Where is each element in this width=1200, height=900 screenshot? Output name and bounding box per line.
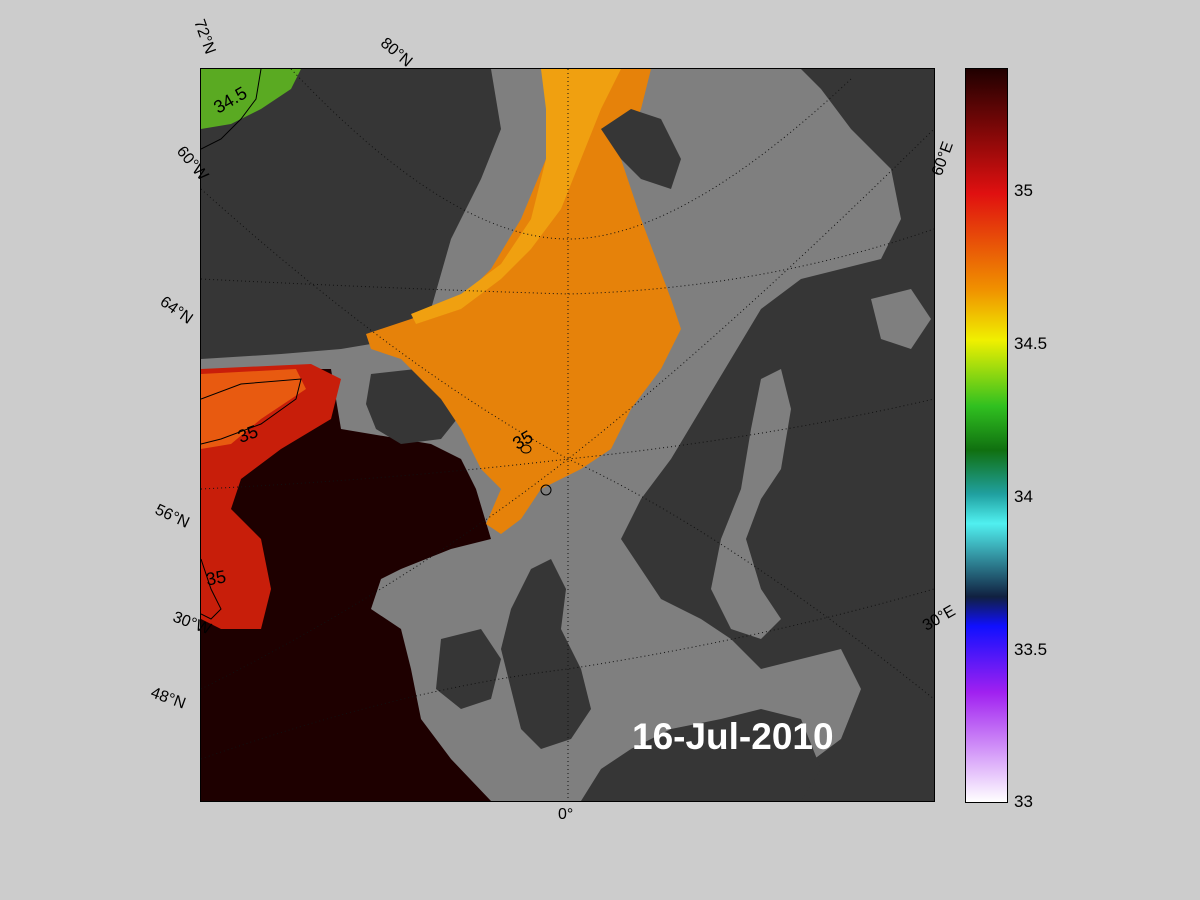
polar-water-region bbox=[201, 69, 301, 129]
contours bbox=[201, 69, 552, 620]
lat-label-48n: 48°N bbox=[148, 684, 188, 713]
baltic-sea bbox=[711, 369, 791, 639]
colorbar bbox=[965, 68, 1008, 803]
greenland-land bbox=[201, 69, 501, 359]
graticule bbox=[201, 69, 934, 801]
norwegian-sea-lighter-band bbox=[411, 69, 621, 324]
map-canvas bbox=[201, 69, 934, 801]
colorbar-tick-33-5: 33.5 bbox=[1014, 640, 1048, 659]
lat-label-80n: 80°N bbox=[377, 34, 416, 71]
lat-label-64n: 64°N bbox=[156, 293, 196, 328]
date-label: 16-Jul-2010 bbox=[632, 716, 834, 757]
white-sea bbox=[871, 289, 931, 349]
colorbar-tick-34: 34 bbox=[1014, 487, 1033, 506]
lat-label-72n: 72°N bbox=[190, 17, 219, 57]
lat-label-56n: 56°N bbox=[152, 501, 192, 532]
europe-mainland-land bbox=[581, 709, 821, 801]
lon-label-0: 0° bbox=[558, 806, 574, 823]
colorbar-tick-33: 33 bbox=[1014, 792, 1033, 811]
contour-label-35-c: 35 bbox=[204, 566, 228, 590]
ireland-land bbox=[436, 629, 501, 709]
colorbar-tick-35: 35 bbox=[1014, 181, 1033, 200]
colorbar-tick-34-5: 34.5 bbox=[1014, 334, 1048, 353]
atlantic-high-salinity-region bbox=[201, 369, 491, 801]
salinity-map bbox=[200, 68, 935, 802]
norwegian-sea-atlantic-water bbox=[366, 69, 681, 534]
svalbard-land bbox=[601, 109, 681, 189]
